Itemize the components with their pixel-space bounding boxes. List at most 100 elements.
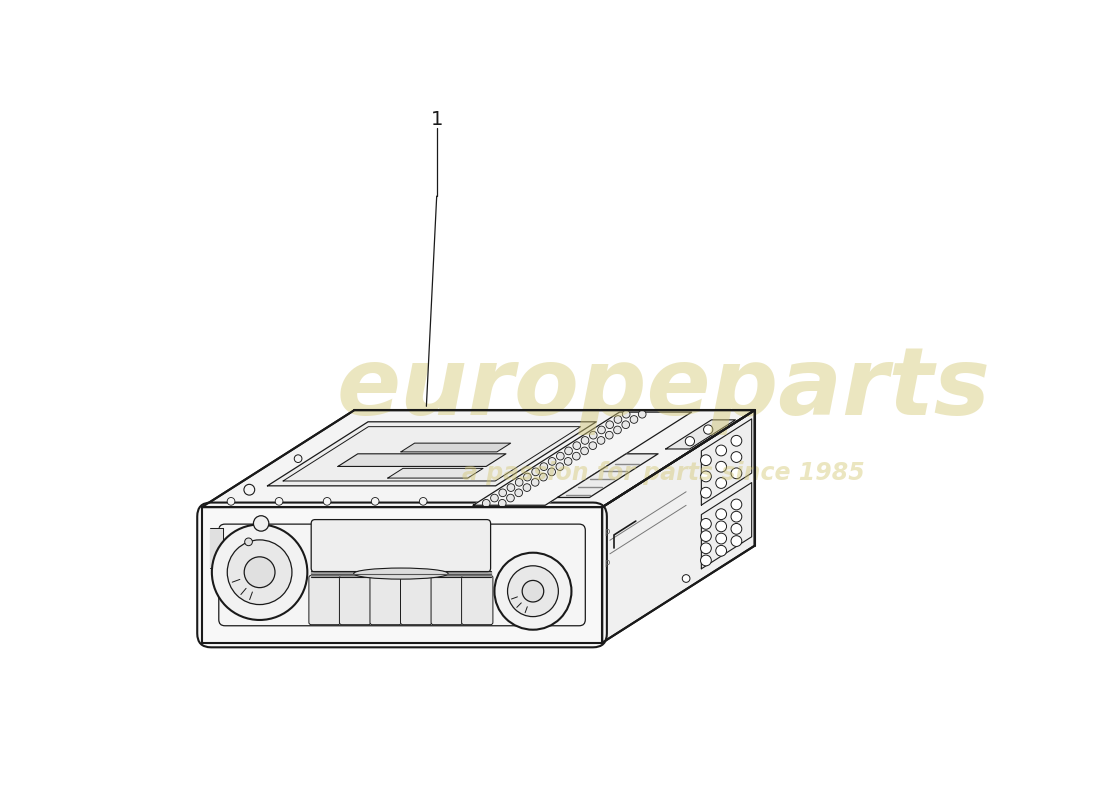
Polygon shape xyxy=(202,507,603,642)
FancyBboxPatch shape xyxy=(400,575,432,625)
Polygon shape xyxy=(702,419,751,505)
Circle shape xyxy=(372,498,379,506)
Polygon shape xyxy=(603,410,755,642)
Circle shape xyxy=(573,442,581,450)
Polygon shape xyxy=(209,527,222,568)
Circle shape xyxy=(556,462,563,470)
Circle shape xyxy=(228,540,292,605)
Circle shape xyxy=(597,437,605,444)
Circle shape xyxy=(515,478,522,486)
Circle shape xyxy=(495,553,572,630)
Circle shape xyxy=(716,533,727,544)
Text: 1: 1 xyxy=(430,110,443,129)
FancyBboxPatch shape xyxy=(370,575,402,625)
FancyBboxPatch shape xyxy=(431,575,462,625)
FancyBboxPatch shape xyxy=(197,502,607,647)
Circle shape xyxy=(732,523,741,534)
Polygon shape xyxy=(202,410,755,507)
Circle shape xyxy=(548,458,556,466)
FancyBboxPatch shape xyxy=(309,575,340,625)
Circle shape xyxy=(323,498,331,506)
Circle shape xyxy=(701,530,712,542)
Circle shape xyxy=(524,474,531,481)
Polygon shape xyxy=(473,412,692,506)
Circle shape xyxy=(522,581,543,602)
Circle shape xyxy=(275,498,283,506)
Circle shape xyxy=(716,509,727,519)
Circle shape xyxy=(597,426,605,434)
Polygon shape xyxy=(338,454,506,466)
Circle shape xyxy=(244,484,255,495)
Circle shape xyxy=(682,574,690,582)
Circle shape xyxy=(564,447,572,454)
Circle shape xyxy=(483,499,491,507)
Polygon shape xyxy=(702,482,751,569)
Text: europeparts: europeparts xyxy=(337,342,991,434)
Circle shape xyxy=(605,431,613,439)
Circle shape xyxy=(531,468,539,476)
FancyBboxPatch shape xyxy=(219,524,585,626)
Circle shape xyxy=(732,499,741,510)
FancyBboxPatch shape xyxy=(340,575,371,625)
Circle shape xyxy=(557,452,564,460)
Text: p: p xyxy=(604,527,609,536)
Circle shape xyxy=(701,518,712,530)
Circle shape xyxy=(244,557,275,588)
Circle shape xyxy=(581,437,589,444)
Polygon shape xyxy=(400,443,510,452)
Circle shape xyxy=(621,421,629,429)
Circle shape xyxy=(732,468,741,478)
Circle shape xyxy=(701,543,712,554)
Circle shape xyxy=(244,538,252,546)
Circle shape xyxy=(716,478,727,488)
Polygon shape xyxy=(666,420,736,449)
Circle shape xyxy=(581,447,589,454)
Circle shape xyxy=(572,452,580,460)
Circle shape xyxy=(540,462,548,470)
Circle shape xyxy=(614,426,622,434)
Circle shape xyxy=(701,454,712,466)
Circle shape xyxy=(685,437,694,446)
Circle shape xyxy=(253,516,268,531)
Circle shape xyxy=(732,536,741,546)
Circle shape xyxy=(716,521,727,532)
Circle shape xyxy=(419,498,427,506)
Circle shape xyxy=(507,484,515,491)
Circle shape xyxy=(531,478,539,486)
Circle shape xyxy=(716,445,727,456)
Polygon shape xyxy=(311,570,491,577)
Text: p: p xyxy=(604,558,609,567)
Circle shape xyxy=(228,498,235,506)
Circle shape xyxy=(515,489,522,497)
Circle shape xyxy=(732,435,741,446)
Circle shape xyxy=(606,421,614,429)
Circle shape xyxy=(507,494,515,502)
Circle shape xyxy=(548,468,556,476)
Circle shape xyxy=(590,431,597,439)
Circle shape xyxy=(732,452,741,462)
Circle shape xyxy=(716,546,727,556)
Circle shape xyxy=(704,425,713,434)
Circle shape xyxy=(564,458,572,466)
Circle shape xyxy=(498,489,506,497)
Circle shape xyxy=(732,511,741,522)
Circle shape xyxy=(507,566,559,617)
Circle shape xyxy=(498,499,506,507)
Circle shape xyxy=(212,525,307,620)
Circle shape xyxy=(716,462,727,472)
Polygon shape xyxy=(558,454,658,498)
Circle shape xyxy=(630,416,638,423)
Polygon shape xyxy=(267,422,596,486)
Text: a passion for parts since 1985: a passion for parts since 1985 xyxy=(462,462,866,486)
Circle shape xyxy=(701,471,712,482)
Circle shape xyxy=(638,410,646,418)
Circle shape xyxy=(701,555,712,566)
FancyBboxPatch shape xyxy=(462,575,493,625)
FancyBboxPatch shape xyxy=(311,519,491,572)
Circle shape xyxy=(623,410,630,418)
Circle shape xyxy=(295,455,301,462)
Circle shape xyxy=(524,484,531,491)
Polygon shape xyxy=(387,468,483,478)
Circle shape xyxy=(491,494,498,502)
Circle shape xyxy=(701,487,712,498)
